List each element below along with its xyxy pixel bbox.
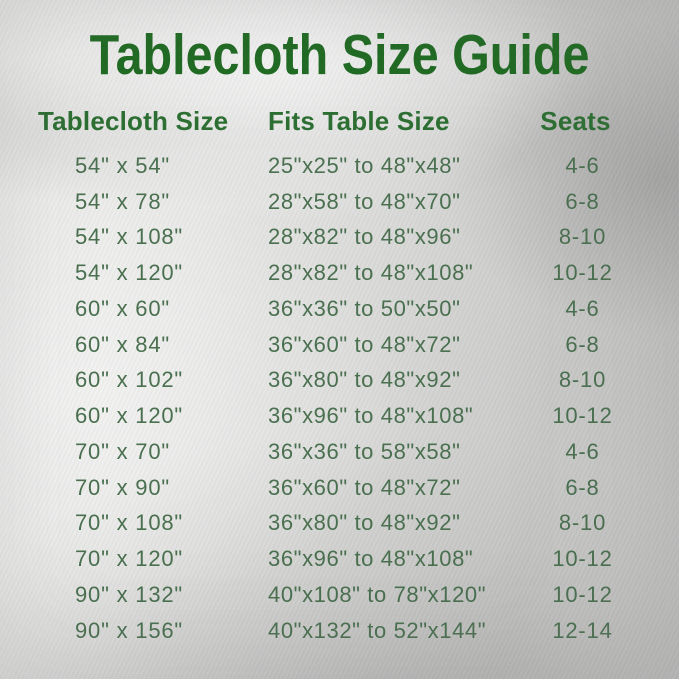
table-row: 70" x 120" 36"x96" to 48"x108" 10-12 <box>0 541 679 577</box>
table-header-row: Tablecloth Size Fits Table Size Seats <box>0 106 679 138</box>
cell-seats: 6-8 <box>565 331 600 357</box>
cell-tablecloth-size: 70" x 70" <box>75 438 170 464</box>
cell-tablecloth-size: 60" x 120" <box>75 403 184 429</box>
cell-seats: 4-6 <box>565 438 600 464</box>
cell-tablecloth-size: 54" x 54" <box>75 152 170 178</box>
cell-tablecloth-size: 54" x 120" <box>75 260 184 286</box>
cell-seats: 10-12 <box>552 260 613 286</box>
cell-seats: 10-12 <box>552 403 613 429</box>
cell-seats: 6-8 <box>565 188 600 214</box>
cell-seats: 4-6 <box>565 152 600 178</box>
cell-fits-table-size: 36"x36" to 50"x50" <box>268 295 461 321</box>
cell-fits-table-size: 36"x60" to 48"x72" <box>268 474 461 500</box>
table-row: 54" x 54" 25"x25" to 48"x48" 4-6 <box>0 148 679 184</box>
cell-tablecloth-size: 90" x 156" <box>75 617 184 643</box>
table-row: 60" x 60" 36"x36" to 50"x50" 4-6 <box>0 291 679 327</box>
cell-fits-table-size: 36"x60" to 48"x72" <box>268 331 461 357</box>
cell-fits-table-size: 36"x96" to 48"x108" <box>268 546 474 572</box>
cell-fits-table-size: 28"x82" to 48"x96" <box>268 224 461 250</box>
cell-fits-table-size: 25"x25" to 48"x48" <box>268 152 461 178</box>
cell-fits-table-size: 36"x96" to 48"x108" <box>268 403 474 429</box>
cell-fits-table-size: 36"x36" to 58"x58" <box>268 438 461 464</box>
table-row: 70" x 70" 36"x36" to 58"x58" 4-6 <box>0 434 679 470</box>
cell-fits-table-size: 40"x132" to 52"x144" <box>268 617 487 643</box>
cell-tablecloth-size: 70" x 120" <box>75 546 184 572</box>
table-row: 60" x 84" 36"x60" to 48"x72" 6-8 <box>0 327 679 363</box>
cell-fits-table-size: 28"x82" to 48"x108" <box>268 260 474 286</box>
cell-tablecloth-size: 54" x 108" <box>75 224 184 250</box>
cell-seats: 10-12 <box>552 546 613 572</box>
cell-seats: 8-10 <box>558 510 607 536</box>
cell-tablecloth-size: 60" x 84" <box>75 331 170 357</box>
cell-tablecloth-size: 70" x 90" <box>75 474 170 500</box>
cell-fits-table-size: 28"x58" to 48"x70" <box>268 188 461 214</box>
cell-tablecloth-size: 90" x 132" <box>75 581 184 607</box>
cell-seats: 8-10 <box>558 224 607 250</box>
col-header-fits-table-size: Fits Table Size <box>268 106 450 136</box>
cell-tablecloth-size: 60" x 60" <box>75 295 170 321</box>
col-header-seats: Seats <box>540 106 611 136</box>
cell-seats: 8-10 <box>558 367 607 393</box>
table-row: 90" x 156" 40"x132" to 52"x144" 12-14 <box>0 613 679 649</box>
cell-seats: 12-14 <box>552 617 613 643</box>
table-row: 54" x 78" 28"x58" to 48"x70" 6-8 <box>0 184 679 220</box>
table-row: 60" x 102" 36"x80" to 48"x92" 8-10 <box>0 363 679 399</box>
table-row: 60" x 120" 36"x96" to 48"x108" 10-12 <box>0 398 679 434</box>
col-header-tablecloth-size: Tablecloth Size <box>38 106 229 136</box>
cell-tablecloth-size: 60" x 102" <box>75 367 184 393</box>
cell-tablecloth-size: 70" x 108" <box>75 510 184 536</box>
cell-seats: 10-12 <box>552 581 613 607</box>
page-title: Tablecloth Size Guide <box>89 23 590 87</box>
table-row: 90" x 132" 40"x108" to 78"x120" 10-12 <box>0 577 679 613</box>
cell-fits-table-size: 36"x80" to 48"x92" <box>268 367 461 393</box>
cell-seats: 6-8 <box>565 474 600 500</box>
table-row: 54" x 108" 28"x82" to 48"x96" 8-10 <box>0 220 679 256</box>
cell-fits-table-size: 40"x108" to 78"x120" <box>268 581 487 607</box>
table-row: 70" x 90" 36"x60" to 48"x72" 6-8 <box>0 470 679 506</box>
cell-seats: 4-6 <box>565 295 600 321</box>
table-row: 70" x 108" 36"x80" to 48"x92" 8-10 <box>0 506 679 542</box>
size-guide-table: 54" x 54" 25"x25" to 48"x48" 4-6 54" x 7… <box>0 148 679 649</box>
cell-tablecloth-size: 54" x 78" <box>75 188 170 214</box>
table-row: 54" x 120" 28"x82" to 48"x108" 10-12 <box>0 255 679 291</box>
cell-fits-table-size: 36"x80" to 48"x92" <box>268 510 461 536</box>
